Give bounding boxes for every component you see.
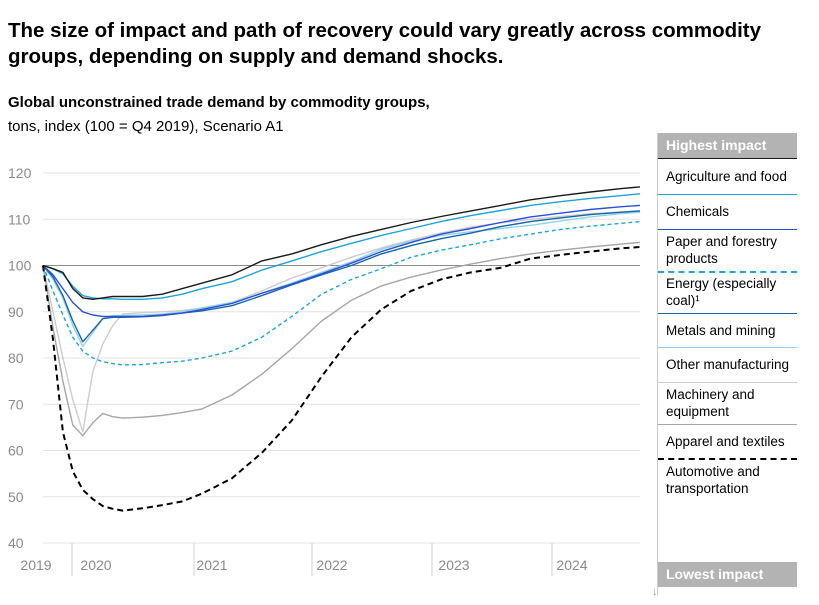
- legend-item-label: Other manufacturing: [666, 357, 790, 373]
- legend-item: Energy (especially coal)¹: [658, 270, 797, 313]
- legend-item: Automotive and transportation: [658, 458, 797, 500]
- legend-item-label: Energy (especially coal)¹: [666, 276, 777, 308]
- legend-swatch-line: [658, 312, 797, 314]
- series-line-agriculture-and-food: [42, 186, 641, 300]
- x-tick-label: 2023: [438, 557, 469, 573]
- series-line-machinery-and-equipment: [42, 210, 641, 433]
- legend-item: Paper and forestry products: [658, 228, 797, 271]
- series-line-paper-and-forestry-products: [42, 204, 641, 318]
- y-tick-label: 110: [8, 211, 31, 227]
- y-tick-label: 40: [8, 535, 24, 551]
- series-lines: [42, 186, 641, 512]
- legend-item-label: Metals and mining: [666, 322, 776, 338]
- x-tick-label: 2022: [316, 557, 347, 573]
- series-line-metals-and-mining: [42, 210, 641, 343]
- y-tick-label: 120: [8, 165, 32, 181]
- legend-swatch-line: [658, 458, 797, 460]
- y-tick-label: 100: [8, 258, 32, 274]
- legend-item: Other manufacturing: [658, 347, 797, 382]
- y-tick-label: 60: [8, 443, 24, 459]
- series-line-apparel-and-textiles: [42, 241, 641, 437]
- legend-swatch-line: [658, 194, 797, 195]
- legend-item: Apparel and textiles: [658, 423, 797, 459]
- legend-bottom-label: Lowest impact: [658, 562, 797, 587]
- legend-item-label: Chemicals: [666, 204, 730, 220]
- y-tick-label: 90: [8, 304, 24, 320]
- gridlines: [43, 172, 640, 544]
- series-line-energy-especially-coal: [42, 220, 641, 366]
- x-axis-ticks: 2019 2020 2021 2022 2023 2024: [20, 543, 588, 576]
- chart-title: Global unconstrained trade demand by com…: [8, 94, 430, 111]
- y-tick-label: 70: [8, 396, 24, 412]
- series-line-chemicals: [42, 193, 641, 300]
- x-tick-label: 2021: [196, 557, 227, 573]
- legend: Highest impact Agriculture and food Chemi…: [658, 133, 797, 500]
- x-tick-label: 2019: [20, 557, 51, 573]
- legend-rail: [657, 133, 658, 595]
- x-tick-label: 2020: [80, 557, 111, 573]
- legend-item-label: Machinery and equipment: [666, 387, 755, 419]
- y-tick-label: 80: [8, 350, 24, 366]
- y-axis-ticks: 40 50 60 70 80 90 100 110 120: [8, 165, 32, 551]
- x-tick-label: 2024: [556, 557, 587, 573]
- legend-item: Agriculture and food: [658, 158, 797, 194]
- series-line-automotive-and-transportation: [42, 246, 641, 512]
- chart-units: tons, index (100 = Q4 2019), Scenario A1: [8, 118, 284, 135]
- legend-items: Agriculture and food Chemicals Paper and f…: [658, 158, 797, 500]
- legend-swatch-line: [658, 270, 797, 273]
- legend-item-label: Automotive and transportation: [666, 463, 760, 496]
- y-tick-label: 50: [8, 489, 24, 505]
- legend-item-label: Agriculture and food: [666, 169, 787, 184]
- legend-swatch-line: [658, 228, 797, 230]
- legend-swatch-line: [658, 381, 797, 383]
- legend-item: Machinery and equipment: [658, 381, 797, 424]
- legend-item: Metals and mining: [658, 312, 797, 348]
- legend-top-label: Highest impact: [658, 133, 797, 158]
- legend-item-label: Apparel and textiles: [666, 433, 785, 449]
- legend-swatch-line: [658, 158, 797, 159]
- series-line-other-manufacturing: [42, 211, 641, 348]
- down-arrow-icon: ↓: [652, 586, 658, 598]
- legend-swatch-line: [658, 347, 797, 348]
- headline: The size of impact and path of recovery …: [8, 19, 762, 68]
- legend-item-label: Paper and forestry products: [666, 234, 778, 266]
- legend-item: Chemicals: [658, 194, 797, 229]
- legend-swatch-line: [658, 423, 797, 425]
